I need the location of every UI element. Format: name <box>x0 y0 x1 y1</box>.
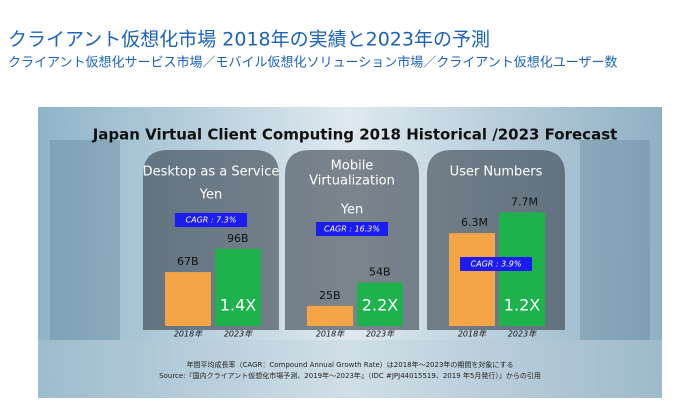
chart-title: Virtualization <box>309 174 395 189</box>
bar <box>215 248 261 326</box>
x-tick-label: 2018年 <box>316 330 345 339</box>
x-tick-label: 2018年 <box>174 330 203 339</box>
growth-label: 2.2X <box>362 296 398 315</box>
cagr-label: CAGR : 3.9% <box>471 260 522 269</box>
unit-label: Yen <box>199 188 222 203</box>
chart-title: User Numbers <box>450 165 543 180</box>
cagr-box <box>175 213 247 227</box>
value-label: 6.3M <box>461 216 488 229</box>
value-label: 96B <box>227 232 249 245</box>
cagr-label: CAGR : 16.3% <box>324 225 380 234</box>
chart-title: Desktop as a Service <box>143 165 280 180</box>
growth-label: 1.4X <box>220 296 256 315</box>
growth-label: 1.2X <box>504 296 540 315</box>
unit-label: Yen <box>340 203 363 218</box>
bar <box>449 233 495 326</box>
panel-title: Japan Virtual Client Computing 2018 Hist… <box>92 126 618 144</box>
value-label: 54B <box>369 266 391 279</box>
bar <box>165 272 211 326</box>
footnote: 年間平均成長率（CAGR：Compound Annual Growth Rate… <box>187 360 514 369</box>
cagr-label: CAGR : 7.3% <box>186 216 237 225</box>
x-tick-label: 2023年 <box>366 330 395 339</box>
value-label: 67B <box>177 255 199 268</box>
slide-subtitle: クライアント仮想化サービス市場／モバイル仮想化ソリューション市場／クライアント仮… <box>8 55 617 71</box>
value-label: 25B <box>319 289 341 302</box>
x-tick-label: 2023年 <box>224 330 253 339</box>
value-label: 7.7M <box>511 195 538 208</box>
footnote: Source:『国内クライアント仮想化市場予測、2019年～2023年』（IDC… <box>159 371 541 380</box>
cagr-box <box>316 222 388 236</box>
bar <box>307 305 353 326</box>
server-racks <box>38 140 662 398</box>
slide-title: クライアント仮想化市場 2018年の実績と2023年の予測 <box>8 29 490 51</box>
x-tick-label: 2018年 <box>458 330 487 339</box>
cagr-box <box>460 257 532 271</box>
x-tick-label: 2023年 <box>508 330 537 339</box>
bar <box>357 282 403 326</box>
chart-title: Mobile <box>331 159 374 174</box>
